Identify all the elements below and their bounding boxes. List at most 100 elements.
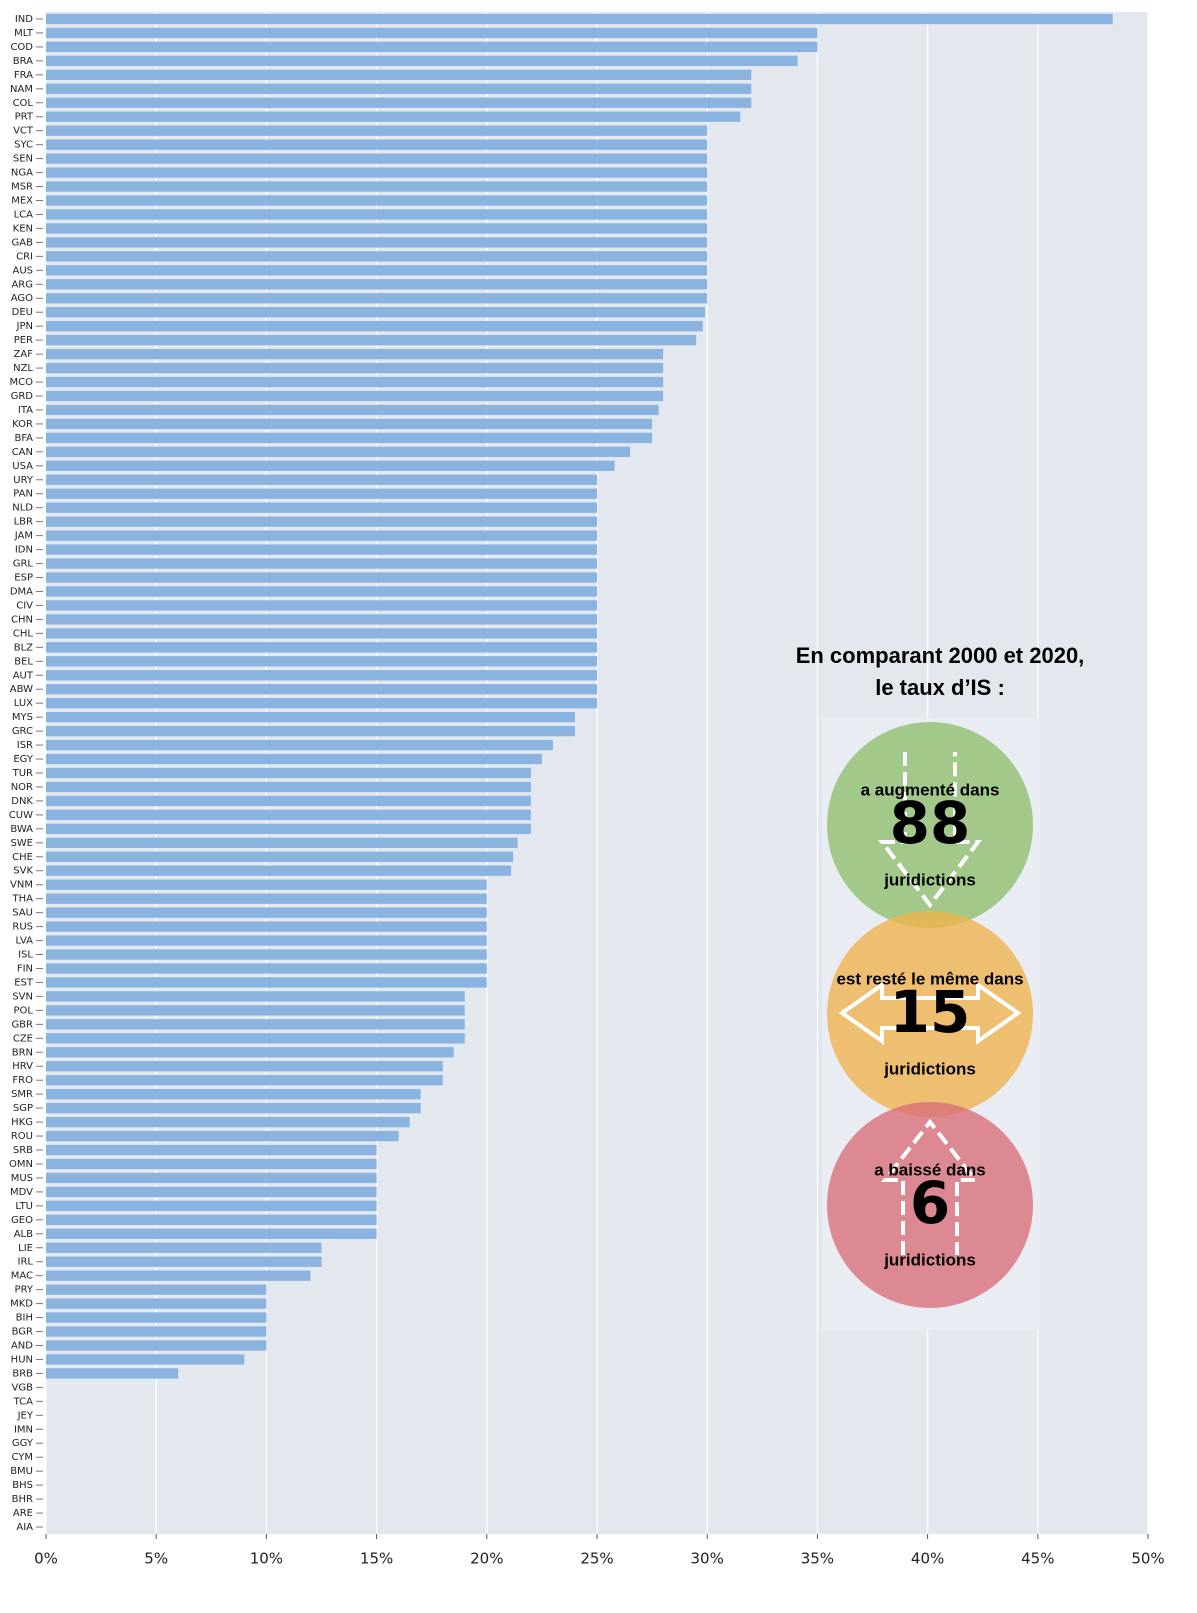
bar <box>46 544 597 555</box>
bar <box>46 223 708 234</box>
x-tick-label: 45% <box>1021 1550 1054 1568</box>
y-tick-label: FRO <box>12 1075 33 1086</box>
y-tick-label: EST <box>14 977 34 988</box>
bar <box>46 1102 421 1114</box>
y-tick-label: MLT <box>14 28 34 39</box>
y-tick-label: PAN <box>13 489 33 500</box>
y-tick-label: THA <box>12 894 34 905</box>
y-tick-label: NAM <box>10 84 33 95</box>
y-tick-label: CYM <box>11 1452 33 1463</box>
y-tick-label: ITA <box>18 405 33 416</box>
bar <box>46 753 542 765</box>
y-tick-label: LTU <box>15 1201 33 1212</box>
y-tick-label: JPN <box>16 321 33 332</box>
y-tick-label: SRB <box>13 1145 33 1156</box>
bar <box>46 837 518 848</box>
status-circle <box>827 1102 1033 1308</box>
bar <box>46 1256 322 1267</box>
bar <box>46 251 708 262</box>
bar <box>46 502 597 513</box>
y-tick-label: CAN <box>12 447 33 458</box>
bar <box>46 334 697 346</box>
y-tick-label: BRA <box>13 56 33 67</box>
bar <box>46 1158 377 1170</box>
bar <box>46 921 487 932</box>
bar <box>46 1368 179 1379</box>
bar <box>46 1172 377 1184</box>
bar <box>46 1088 421 1100</box>
bar <box>46 809 531 821</box>
y-tick-label: MEX <box>11 196 33 207</box>
y-tick-label: KOR <box>12 419 33 430</box>
y-tick-label: MDV <box>10 1187 33 1198</box>
status-unit: juridictions <box>883 1059 976 1078</box>
y-tick-label: AUS <box>12 265 33 276</box>
y-tick-label: LVA <box>15 936 33 947</box>
status-label: a baissé dans <box>874 1160 986 1179</box>
bar <box>46 279 708 290</box>
y-tick-label: GRL <box>13 559 34 570</box>
bar <box>46 376 664 388</box>
y-tick-label: AUT <box>13 670 34 681</box>
bar <box>46 558 597 569</box>
y-tick-label: MAC <box>11 1271 33 1282</box>
y-tick-label: IND <box>15 14 33 25</box>
y-tick-label: ROU <box>11 1131 33 1142</box>
bar <box>46 851 514 862</box>
x-tick-label: 30% <box>691 1550 724 1568</box>
status-count: 15 <box>890 978 971 1046</box>
status-label: a augmenté dans <box>861 780 1000 799</box>
y-tick-label: ISL <box>18 950 33 961</box>
bar <box>46 1284 267 1295</box>
y-tick-label: CRI <box>16 251 33 262</box>
bar <box>46 1005 465 1016</box>
y-tick-label: LCA <box>14 209 34 220</box>
bar <box>46 404 659 416</box>
y-tick-label: PER <box>14 335 33 346</box>
arrow-icon <box>838 981 1022 1045</box>
y-tick-label: BWA <box>10 824 33 835</box>
bar <box>46 27 818 39</box>
y-tick-label: ESP <box>14 573 33 584</box>
bar <box>46 991 465 1002</box>
y-tick-label: BHS <box>12 1480 33 1491</box>
y-tick-label: ABW <box>10 684 33 695</box>
bar <box>46 167 708 178</box>
status-unit: juridictions <box>883 1250 976 1269</box>
y-tick-label: COD <box>10 42 33 53</box>
y-tick-label: MUS <box>11 1173 33 1184</box>
bar <box>46 265 708 276</box>
bar <box>46 865 512 876</box>
y-tick-label: NGA <box>11 168 33 179</box>
y-tick-label: FRA <box>14 70 33 81</box>
bar <box>46 460 615 471</box>
bar <box>46 237 708 248</box>
y-tick-label: USA <box>12 461 33 472</box>
y-tick-label: BHR <box>12 1494 33 1505</box>
y-tick-label: CHN <box>11 614 33 625</box>
bar <box>46 949 487 960</box>
bar <box>46 1200 377 1212</box>
x-tick-label: 0% <box>34 1550 58 1568</box>
bar <box>46 1270 311 1281</box>
y-tick-label: IDN <box>15 545 33 556</box>
bar <box>46 55 798 67</box>
y-tick-label: BRN <box>12 1047 33 1058</box>
y-tick-label: JAM <box>14 531 33 542</box>
y-tick-label: POL <box>14 1005 34 1016</box>
y-tick-label: DMA <box>10 586 33 597</box>
status-unit: juridictions <box>883 870 976 889</box>
bar <box>46 1228 377 1239</box>
bar <box>46 1047 454 1058</box>
y-tick-label: LBR <box>14 517 33 528</box>
bar <box>46 432 653 444</box>
bar <box>46 1354 245 1365</box>
bar <box>46 1033 465 1044</box>
bar <box>46 97 752 108</box>
y-tick-label: COL <box>13 98 34 109</box>
y-tick-label: HRV <box>12 1061 33 1072</box>
bar <box>46 1019 465 1030</box>
y-tick-label: NZL <box>13 363 33 374</box>
bar <box>46 1340 267 1351</box>
y-tick-label: PRY <box>15 1285 34 1296</box>
